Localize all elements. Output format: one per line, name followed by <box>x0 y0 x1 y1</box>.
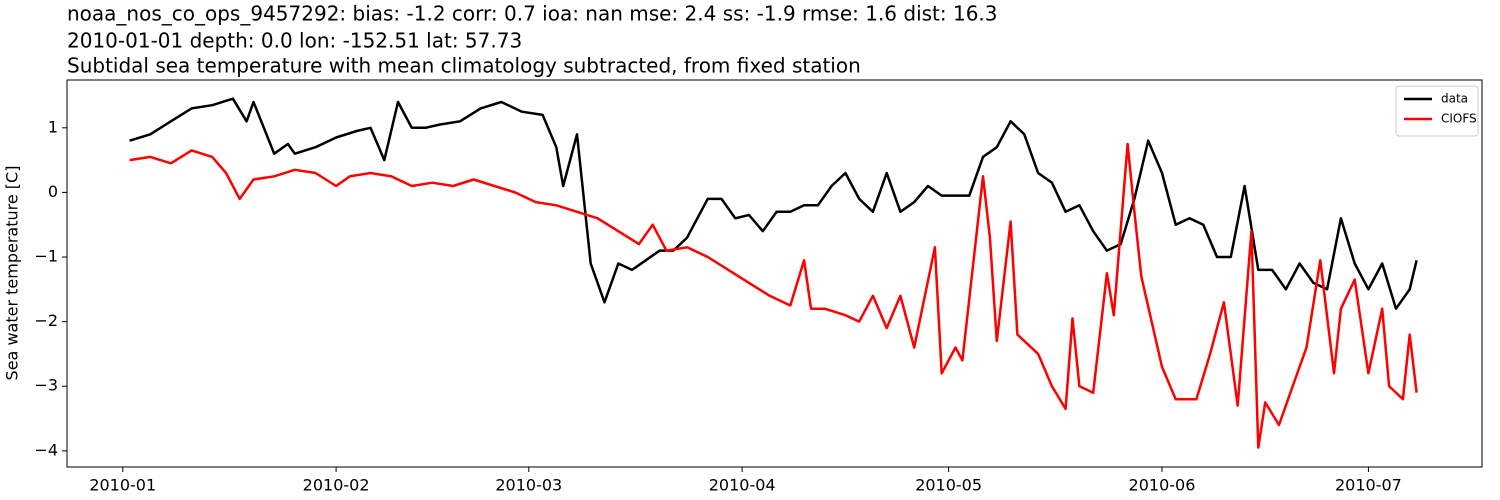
y-tick-label: −3 <box>34 376 58 395</box>
y-tick-label: 0 <box>48 182 58 201</box>
x-tick-label: 2010-02 <box>303 476 370 495</box>
y-tick-label: −1 <box>34 247 58 266</box>
y-tick-label: −4 <box>34 440 58 459</box>
x-tick-label: 2010-05 <box>915 476 982 495</box>
x-tick-label: 2010-03 <box>495 476 562 495</box>
y-tick-label: −2 <box>34 311 58 330</box>
x-tick-label: 2010-01 <box>89 476 156 495</box>
y-tick-label: 1 <box>48 117 58 136</box>
plot-frame <box>66 79 1483 468</box>
x-tick-label: 2010-06 <box>1129 476 1196 495</box>
legend-label: data <box>1441 92 1468 106</box>
chart-title: 2010-01-01 depth: 0.0 lon: -152.51 lat: … <box>67 29 522 53</box>
chart-title: Subtidal sea temperature with mean clima… <box>67 54 861 78</box>
legend-label: CIOFS <box>1441 112 1477 126</box>
data-line <box>129 97 1418 310</box>
y-axis-label: Sea water temperature [C] <box>3 166 22 381</box>
data-line <box>129 142 1418 449</box>
x-tick-label: 2010-07 <box>1335 476 1402 495</box>
x-tick-label: 2010-04 <box>709 476 776 495</box>
chart-title: noaa_nos_co_ops_9457292: bias: -1.2 corr… <box>67 2 998 26</box>
